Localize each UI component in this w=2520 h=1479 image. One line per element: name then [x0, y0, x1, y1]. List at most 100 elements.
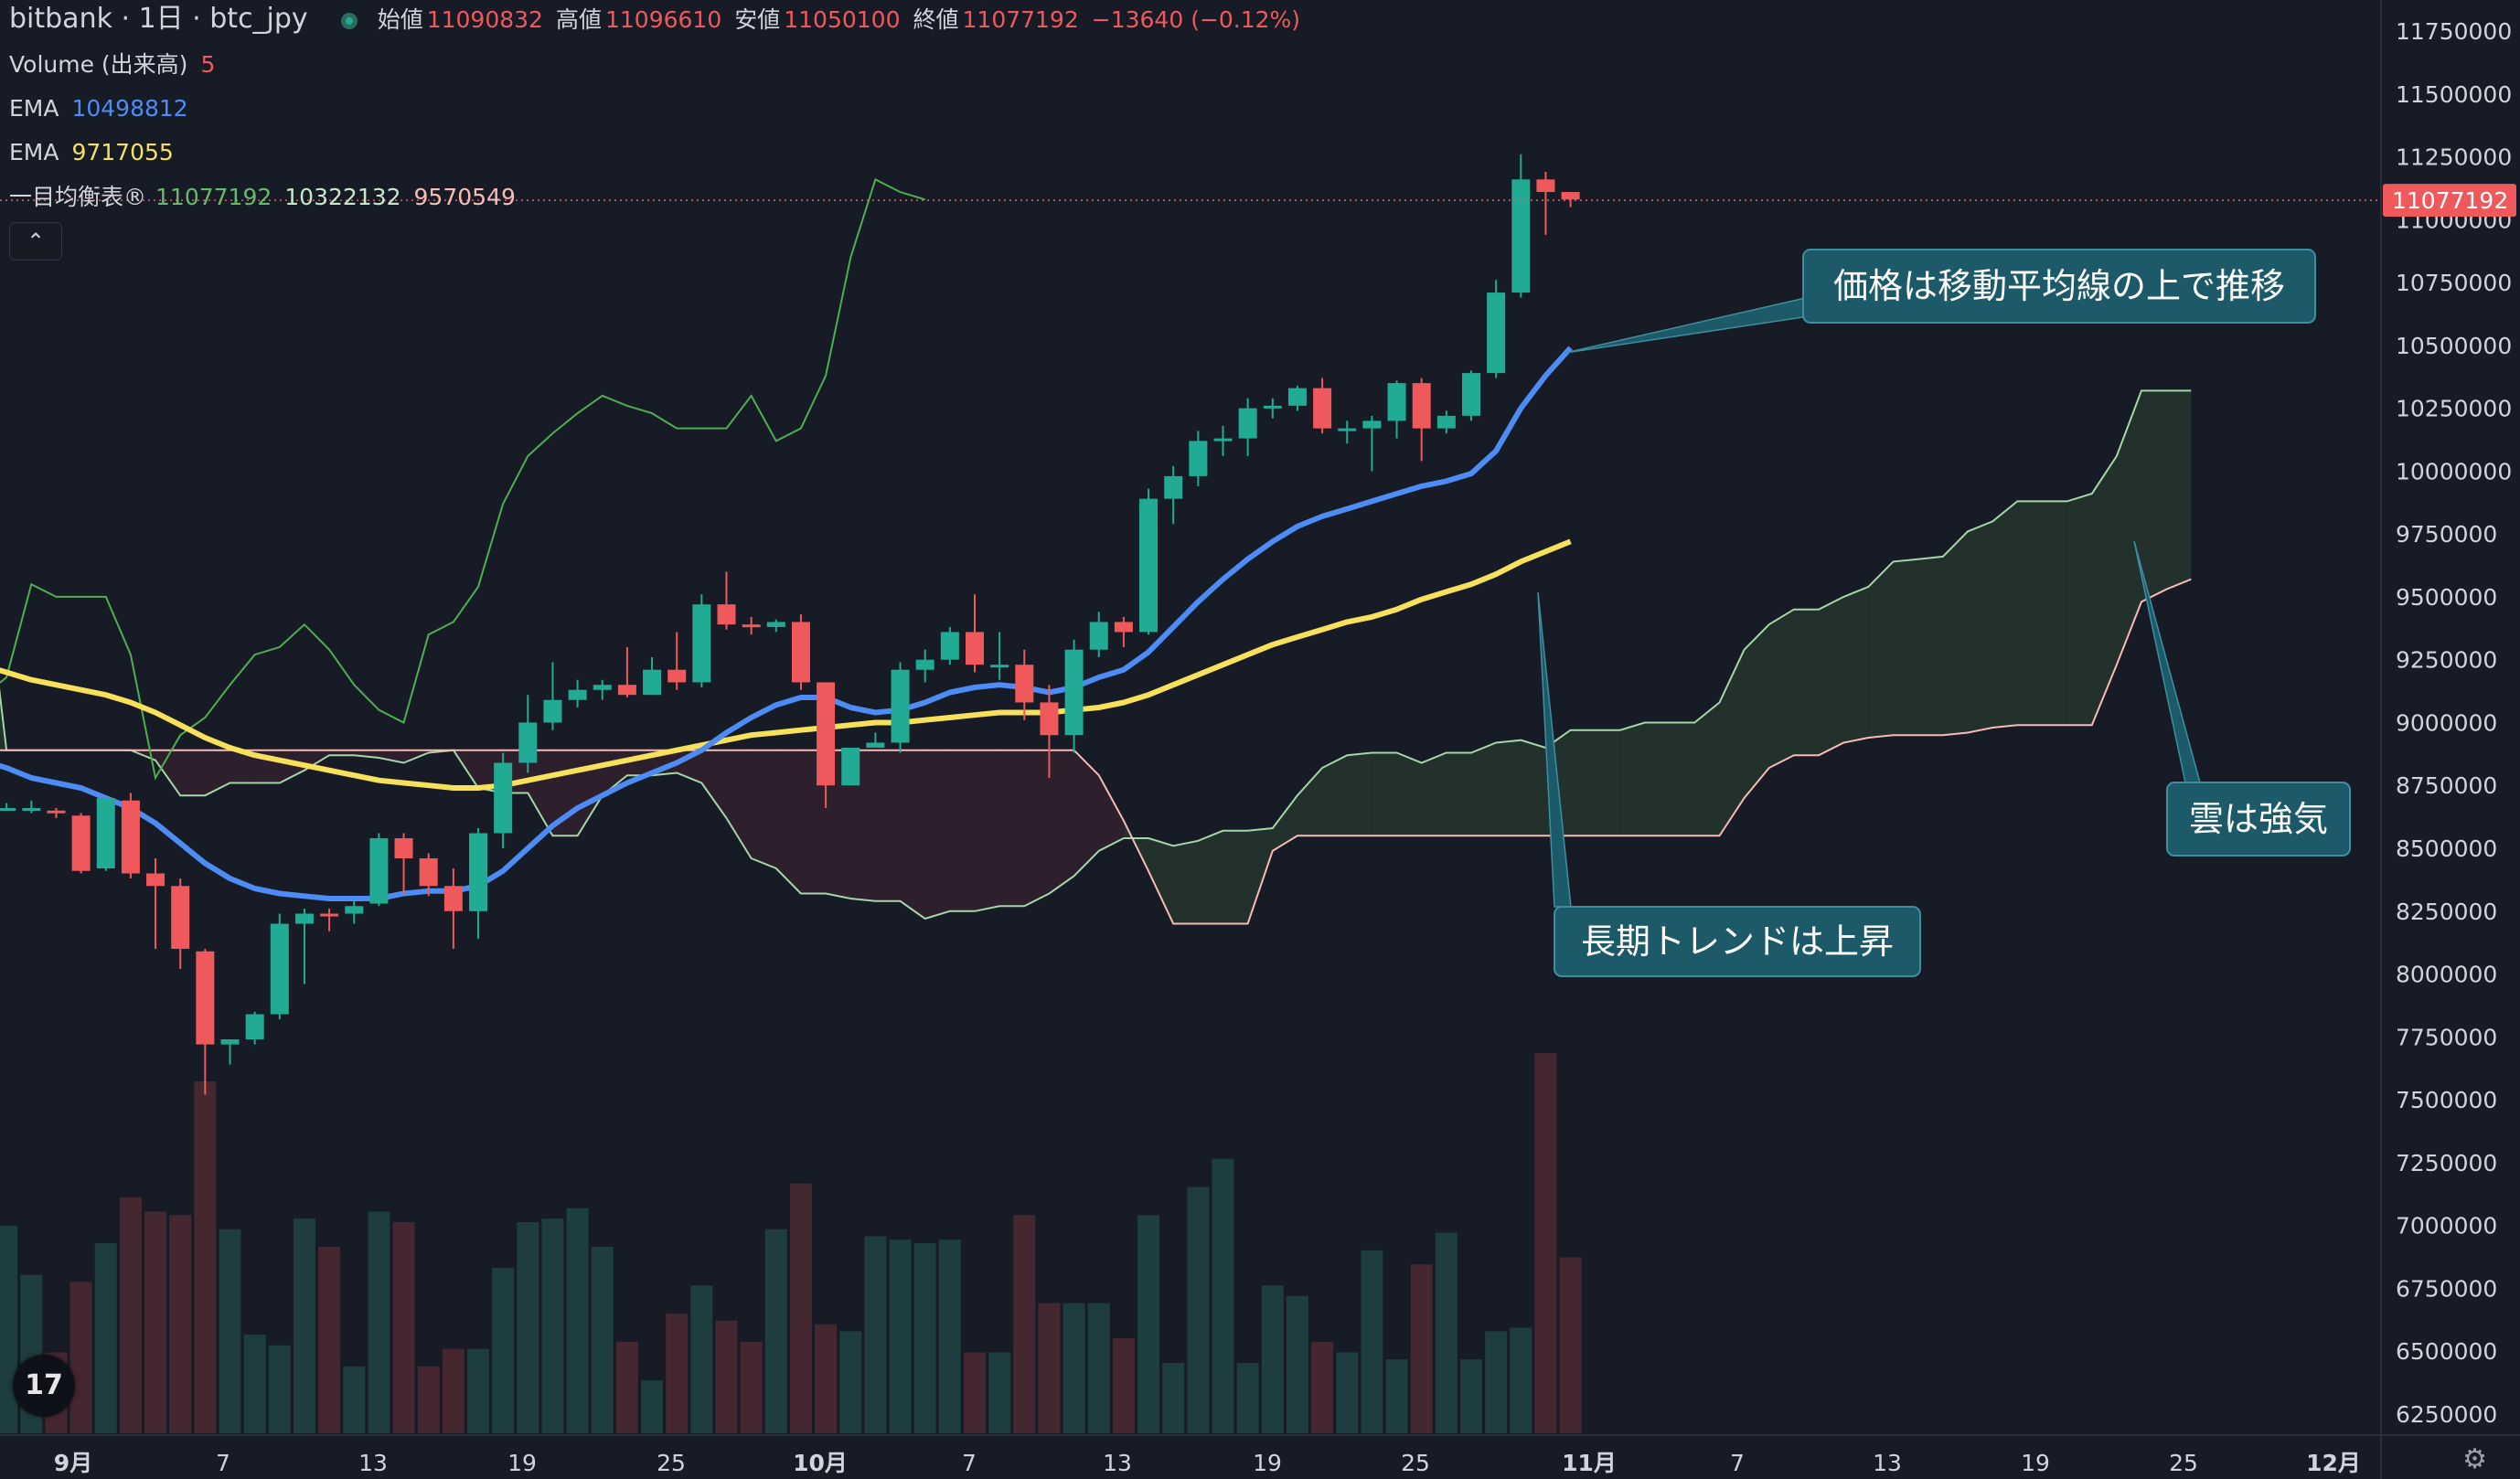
- candle-body: [1263, 405, 1282, 409]
- time-tick-label: 25: [2169, 1450, 2198, 1476]
- tradingview-logo-icon[interactable]: 17: [13, 1355, 75, 1417]
- time-tick-label: 7: [216, 1450, 230, 1476]
- cloud-segment: [1372, 752, 1397, 836]
- cloud-segment: [1446, 752, 1471, 836]
- volume-bar: [169, 1215, 192, 1433]
- volume-bar: [467, 1348, 489, 1433]
- change-value: −13640 (−0.12%): [1091, 6, 1301, 33]
- candle-body: [966, 632, 984, 665]
- cloud-segment: [1819, 596, 1844, 756]
- candle-body: [1313, 388, 1332, 429]
- volume-bar: [1087, 1303, 1110, 1433]
- volume-bar: [368, 1211, 390, 1433]
- symbol-title[interactable]: bitbank · 1日 · btc_jpy: [9, 3, 308, 35]
- cloud-segment: [1719, 649, 1745, 836]
- volume-bar: [889, 1240, 912, 1433]
- volume-bar: [1410, 1264, 1433, 1433]
- volume-bar: [1013, 1215, 1036, 1433]
- volume-bar: [591, 1246, 614, 1433]
- cloud-segment: [1322, 755, 1348, 836]
- candle-body: [0, 807, 16, 811]
- annotation-price-above-ma-text: 価格は移動平均線の上で推移: [1833, 266, 2285, 306]
- annotation-long-term-trend-box: [1554, 906, 1921, 977]
- volume-bar: [119, 1197, 142, 1433]
- candle-body: [990, 665, 1009, 668]
- candle-body: [717, 604, 736, 625]
- volume-bar: [69, 1282, 92, 1433]
- price-tick-label: 7000000: [2396, 1213, 2497, 1240]
- volume-bar: [343, 1366, 366, 1433]
- price-tick-label: 10250000: [2396, 396, 2512, 422]
- time-tick-label: 19: [507, 1450, 537, 1476]
- cloud-segment: [1173, 840, 1199, 924]
- volume-bar: [1038, 1303, 1061, 1433]
- candle-body: [915, 659, 934, 670]
- price-tick-label: 6750000: [2396, 1275, 2497, 1302]
- close-value: 11077192: [962, 6, 1079, 33]
- cloud-segment: [1744, 624, 1769, 798]
- cloud-segment: [900, 750, 925, 920]
- cloud-segment: [180, 750, 206, 796]
- time-tick-label: 25: [1401, 1450, 1430, 1476]
- cloud-segment: [1496, 740, 1522, 836]
- time-tick-label: 11月: [1562, 1450, 1617, 1476]
- volume-bar: [1286, 1295, 1308, 1433]
- time-tick-label: 13: [1103, 1450, 1132, 1476]
- candle-body: [1462, 373, 1480, 416]
- price-tick-label: 8000000: [2396, 962, 2497, 988]
- candle-body: [71, 815, 91, 871]
- senkou-span-a-line: [0, 389, 2192, 920]
- candle-body: [1040, 702, 1059, 736]
- candle-body: [692, 604, 711, 683]
- price-tick-label: 7750000: [2396, 1024, 2497, 1050]
- cloud-segment: [1968, 521, 1993, 733]
- open-value: 11090832: [426, 6, 543, 33]
- ema1-legend[interactable]: EMA 10498812: [9, 95, 201, 122]
- candle-body: [1213, 438, 1233, 442]
- cloud-segment: [924, 750, 950, 920]
- volume-bar: [417, 1366, 440, 1433]
- candle-body: [1561, 192, 1580, 200]
- time-tick-label: 13: [358, 1450, 388, 1476]
- volume-bar: [1212, 1158, 1234, 1433]
- volume-value: 5: [200, 51, 216, 78]
- chevron-up-icon[interactable]: ⌃: [9, 222, 62, 261]
- candle-body: [1114, 622, 1133, 633]
- volume-legend[interactable]: Volume (出来高) 5: [9, 51, 228, 79]
- cloud-segment: [1645, 722, 1671, 836]
- candle-body: [1412, 383, 1431, 429]
- senkou-span-b-line: [0, 578, 2192, 925]
- volume-label: Volume (出来高): [9, 51, 188, 78]
- cloud-segment: [2091, 455, 2117, 726]
- volume-bar: [94, 1243, 117, 1433]
- ichimoku-legend[interactable]: 一目均衡表® 11077192 10322132 9570549: [9, 184, 529, 211]
- cloud-segment: [1570, 729, 1596, 836]
- candle-body: [1164, 475, 1183, 499]
- cloud-segment: [2017, 501, 2043, 726]
- candle-body: [171, 886, 190, 950]
- volume-bar: [0, 1225, 18, 1433]
- volume-bar: [1361, 1250, 1383, 1433]
- cloud-segment: [1098, 775, 1124, 851]
- ema2-legend[interactable]: EMA 9717055: [9, 139, 187, 166]
- candle-body: [146, 873, 166, 887]
- candle-body: [667, 669, 687, 683]
- cloud-segment: [1768, 609, 1794, 768]
- cloud-segment: [2166, 390, 2192, 590]
- cloud-segment: [1049, 750, 1074, 894]
- time-tick-label: 13: [1873, 1450, 1902, 1476]
- volume-bar: [318, 1246, 341, 1433]
- candle-body: [1238, 408, 1257, 439]
- price-tick-label: 9750000: [2396, 521, 2497, 548]
- candle-body: [940, 632, 959, 660]
- annotation-cloud-bullish-text: 雲は強気: [2189, 799, 2328, 839]
- annotation-price-above-ma-pointer: [1564, 293, 1822, 354]
- cloud-segment: [1247, 828, 1273, 924]
- cloud-segment: [1595, 729, 1620, 836]
- cloud-segment: [751, 750, 776, 869]
- gear-icon[interactable]: ⚙: [2462, 1443, 2487, 1475]
- ema2-value: 9717055: [71, 139, 174, 165]
- price-tick-label: 6500000: [2396, 1338, 2497, 1365]
